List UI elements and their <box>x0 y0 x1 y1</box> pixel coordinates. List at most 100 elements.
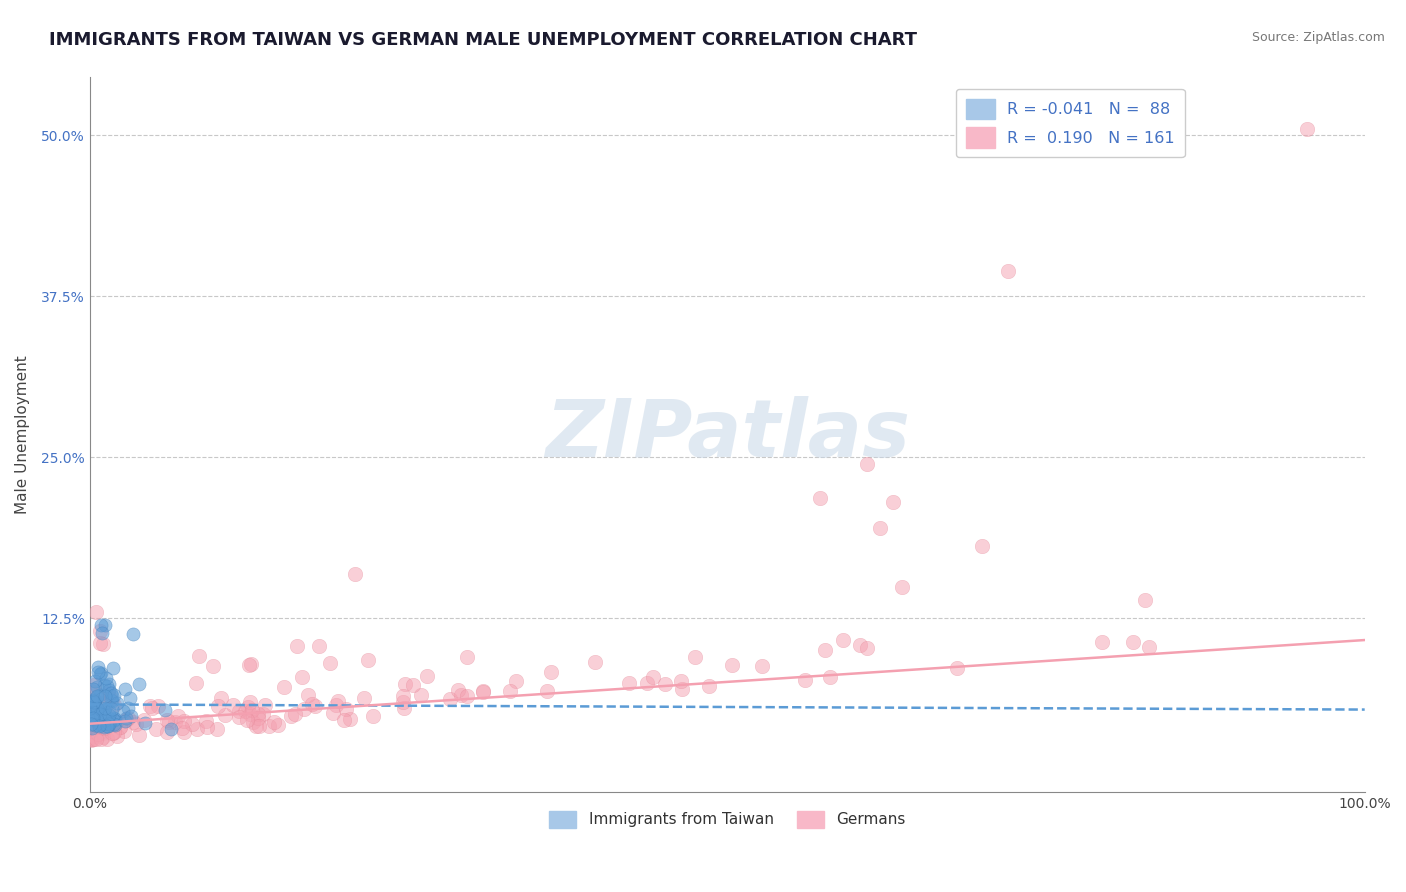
Point <box>94 617 117 632</box>
Point <box>96 686 118 700</box>
Point <box>82 717 104 731</box>
Point <box>84 605 107 619</box>
Point <box>87 714 110 729</box>
Point <box>89 635 111 649</box>
Point <box>325 698 347 712</box>
Point <box>333 713 356 727</box>
Point <box>115 711 138 725</box>
Y-axis label: Male Unemployment: Male Unemployment <box>15 355 30 514</box>
Point <box>304 699 326 714</box>
Point <box>91 730 114 744</box>
Point <box>91 637 114 651</box>
Point <box>91 715 114 730</box>
Point <box>103 717 125 731</box>
Point <box>86 701 108 715</box>
Point <box>505 674 527 689</box>
Point <box>392 695 415 709</box>
Point <box>105 729 128 743</box>
Point <box>90 666 112 681</box>
Point <box>357 653 380 667</box>
Point <box>107 697 129 711</box>
Point <box>100 693 122 707</box>
Point <box>814 643 837 657</box>
Point <box>209 691 232 706</box>
Point <box>139 699 162 714</box>
Point <box>93 702 115 716</box>
Point <box>86 727 108 741</box>
Point <box>128 677 150 691</box>
Point <box>188 649 211 664</box>
Point <box>94 701 117 715</box>
Point <box>1296 122 1319 136</box>
Point <box>96 731 118 746</box>
Point <box>1122 635 1144 649</box>
Point <box>245 719 267 733</box>
Point <box>636 676 658 690</box>
Point <box>240 657 263 671</box>
Point <box>235 704 257 718</box>
Point <box>100 686 122 700</box>
Point <box>891 581 914 595</box>
Point <box>103 711 125 725</box>
Point <box>96 679 118 693</box>
Point <box>112 724 135 739</box>
Point <box>90 732 112 747</box>
Point <box>91 626 114 640</box>
Point <box>361 708 384 723</box>
Point <box>1091 634 1114 648</box>
Point <box>103 725 125 739</box>
Point <box>228 709 250 723</box>
Point <box>114 714 136 729</box>
Point <box>83 732 105 747</box>
Point <box>80 693 103 707</box>
Point <box>80 695 103 709</box>
Point <box>456 690 478 704</box>
Point <box>946 661 969 675</box>
Point <box>80 705 103 719</box>
Point <box>793 673 815 688</box>
Point <box>671 673 693 688</box>
Point <box>97 704 120 718</box>
Point <box>101 702 124 716</box>
Point <box>121 627 143 641</box>
Point <box>343 567 366 582</box>
Point <box>654 677 676 691</box>
Point <box>201 659 224 673</box>
Point <box>335 702 357 716</box>
Point <box>540 665 562 680</box>
Point <box>89 706 111 721</box>
Point <box>112 704 135 718</box>
Point <box>882 495 904 509</box>
Point <box>228 704 250 718</box>
Point <box>93 721 115 735</box>
Point <box>322 706 344 720</box>
Point <box>721 658 744 673</box>
Point <box>84 718 107 732</box>
Point <box>84 674 107 689</box>
Point <box>239 695 262 709</box>
Point <box>93 708 115 723</box>
Point <box>93 720 115 734</box>
Point <box>173 725 195 739</box>
Point <box>392 689 415 703</box>
Point <box>301 697 323 711</box>
Point <box>101 726 124 740</box>
Point <box>86 680 108 694</box>
Point <box>94 713 117 727</box>
Point <box>89 717 111 731</box>
Point <box>242 703 264 717</box>
Point <box>82 681 104 696</box>
Point <box>104 712 127 726</box>
Point <box>238 658 260 673</box>
Point <box>697 679 720 693</box>
Point <box>207 699 229 714</box>
Point <box>97 711 120 725</box>
Point <box>751 658 773 673</box>
Point <box>285 639 308 653</box>
Point <box>235 713 257 727</box>
Point <box>86 701 108 715</box>
Point <box>456 650 478 665</box>
Point <box>195 719 218 733</box>
Point <box>292 702 315 716</box>
Point <box>101 713 124 727</box>
